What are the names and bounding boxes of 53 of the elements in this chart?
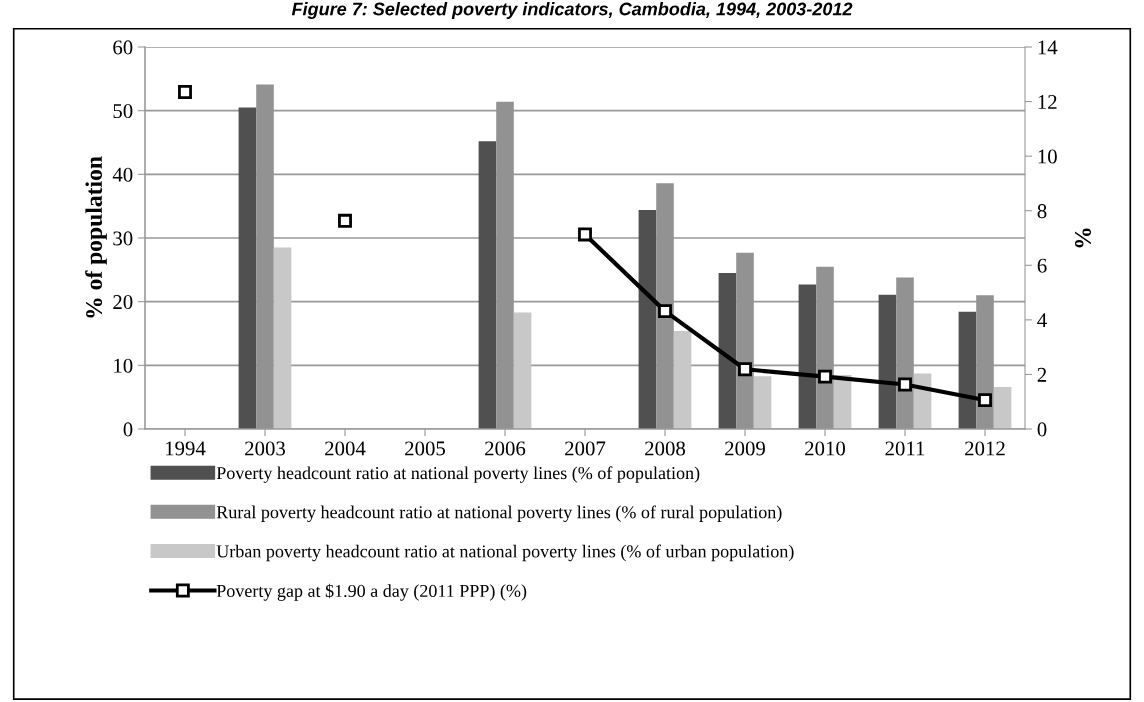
bar bbox=[638, 209, 657, 429]
bar bbox=[478, 141, 497, 429]
legend-label: Urban poverty headcount ratio at national poverty lines (% of urban population) bbox=[216, 544, 794, 562]
point bbox=[578, 227, 592, 242]
y-tick-label: 30 bbox=[113, 231, 133, 246]
legend-label: Rural poverty headcount ratio at national poverty lines (% of rural population) bbox=[216, 505, 782, 523]
y2-tick-label: 12 bbox=[1038, 95, 1057, 109]
point bbox=[978, 393, 992, 408]
y-tick-label: 10 bbox=[114, 358, 133, 373]
y-tick-label: 50 bbox=[113, 104, 133, 119]
bar bbox=[878, 294, 897, 429]
y2-tick-label: 2 bbox=[1037, 367, 1047, 382]
x-tick-label: 2004 bbox=[325, 441, 366, 456]
bar bbox=[273, 247, 292, 429]
point bbox=[738, 362, 752, 377]
bar bbox=[958, 311, 977, 429]
x-tick-label: 1994 bbox=[166, 441, 206, 456]
bar bbox=[673, 330, 692, 429]
y2-axis-title: % bbox=[1074, 228, 1091, 248]
x-tick-label: 2005 bbox=[405, 441, 446, 456]
legend-label: Poverty headcount ratio at national poverty lines (% of population) bbox=[216, 466, 700, 483]
x-tick-label: 2011 bbox=[885, 441, 925, 456]
chart-title: Figure 7: Selected poverty indicators, Cambodia, 1994, 2003-2012 bbox=[291, 2, 853, 19]
y-axis-title: % of population bbox=[85, 156, 107, 318]
point bbox=[658, 304, 672, 319]
x-tick-label: 2003 bbox=[245, 441, 286, 456]
x-tick-label: 2008 bbox=[645, 441, 686, 456]
legend-label: Poverty gap at $1.90 a day (2011 PPP) (%) bbox=[216, 583, 527, 601]
y2-tick-label: 4 bbox=[1037, 313, 1047, 328]
point bbox=[818, 369, 832, 384]
x-tick-label: 2007 bbox=[565, 441, 606, 456]
bar bbox=[993, 386, 1012, 429]
bar bbox=[238, 107, 257, 429]
bar bbox=[718, 273, 737, 429]
x-tick-label: 2010 bbox=[805, 441, 846, 456]
y-tick-label: 0 bbox=[123, 422, 133, 437]
point bbox=[178, 85, 192, 99]
point bbox=[898, 377, 912, 392]
y-tick-label: 20 bbox=[113, 295, 133, 310]
bar bbox=[753, 376, 772, 429]
x-tick-label: 2009 bbox=[725, 441, 765, 456]
y2-tick-label: 14 bbox=[1038, 40, 1058, 55]
y2-tick-label: 6 bbox=[1037, 258, 1047, 273]
x-tick-label: 2006 bbox=[485, 441, 526, 456]
bar bbox=[513, 312, 532, 429]
x-tick-label: 2012 bbox=[965, 441, 1005, 456]
y-tick-label: 60 bbox=[113, 40, 133, 55]
y2-tick-label: 8 bbox=[1037, 204, 1047, 219]
point bbox=[338, 213, 352, 228]
y2-tick-label: 10 bbox=[1038, 149, 1057, 164]
bar bbox=[798, 284, 817, 429]
y2-tick-label: 0 bbox=[1037, 422, 1047, 437]
y-tick-label: 40 bbox=[112, 167, 133, 182]
